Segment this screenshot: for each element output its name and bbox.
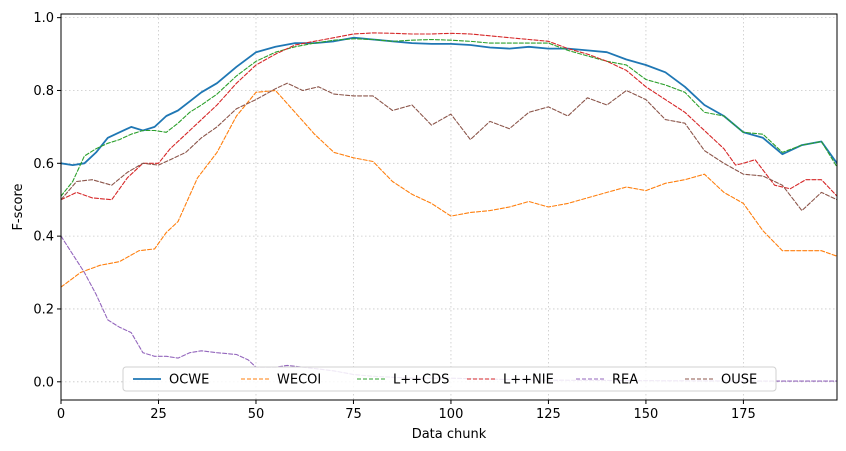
y-tick-label: 1.0 bbox=[33, 11, 54, 26]
plot-frame bbox=[60, 13, 838, 401]
series-line-wecoi bbox=[61, 89, 837, 288]
y-tick-label: 0.0 bbox=[33, 375, 54, 390]
legend-label-l-nie: L++NIE bbox=[503, 373, 554, 388]
x-tick-label: 0 bbox=[57, 407, 65, 422]
legend: OCWE WECOI L++CDS L++NIE REA OUSE bbox=[122, 366, 777, 392]
y-axis-label: F-score bbox=[11, 183, 26, 230]
legend-label-l-cds: L++CDS bbox=[393, 373, 449, 388]
y-tick-label: 0.4 bbox=[33, 230, 54, 245]
series-line-l-cds bbox=[61, 38, 837, 197]
y-tick-label: 0.6 bbox=[33, 157, 54, 172]
series-line-l-nie bbox=[61, 32, 837, 201]
series-layer bbox=[61, 32, 837, 382]
x-tick-label: 25 bbox=[150, 407, 167, 422]
legend-label-ouse: OUSE bbox=[721, 373, 757, 388]
x-axis-label: Data chunk bbox=[412, 427, 487, 442]
x-tick-label: 100 bbox=[439, 407, 464, 422]
y-tick-label: 0.2 bbox=[33, 302, 54, 317]
x-tick-label: 125 bbox=[536, 407, 561, 422]
series-line-ocwe bbox=[61, 36, 837, 167]
x-tick-label: 175 bbox=[731, 407, 756, 422]
legend-box bbox=[122, 366, 777, 392]
y-tick-label: 0.8 bbox=[33, 84, 54, 99]
legend-label-rea: REA bbox=[612, 373, 638, 388]
series-line-ouse bbox=[61, 82, 837, 212]
legend-label-wecoi: WECOI bbox=[277, 373, 321, 388]
axis-ticks: 0 25 50 75 100 125 150 175 0.0 0.2 0.4 0.6 0.8 1.0 bbox=[33, 11, 756, 422]
x-tick-label: 50 bbox=[248, 407, 265, 422]
legend-label-ocwe: OCWE bbox=[169, 373, 209, 388]
x-tick-label: 150 bbox=[634, 407, 659, 422]
x-tick-label: 75 bbox=[345, 407, 362, 422]
